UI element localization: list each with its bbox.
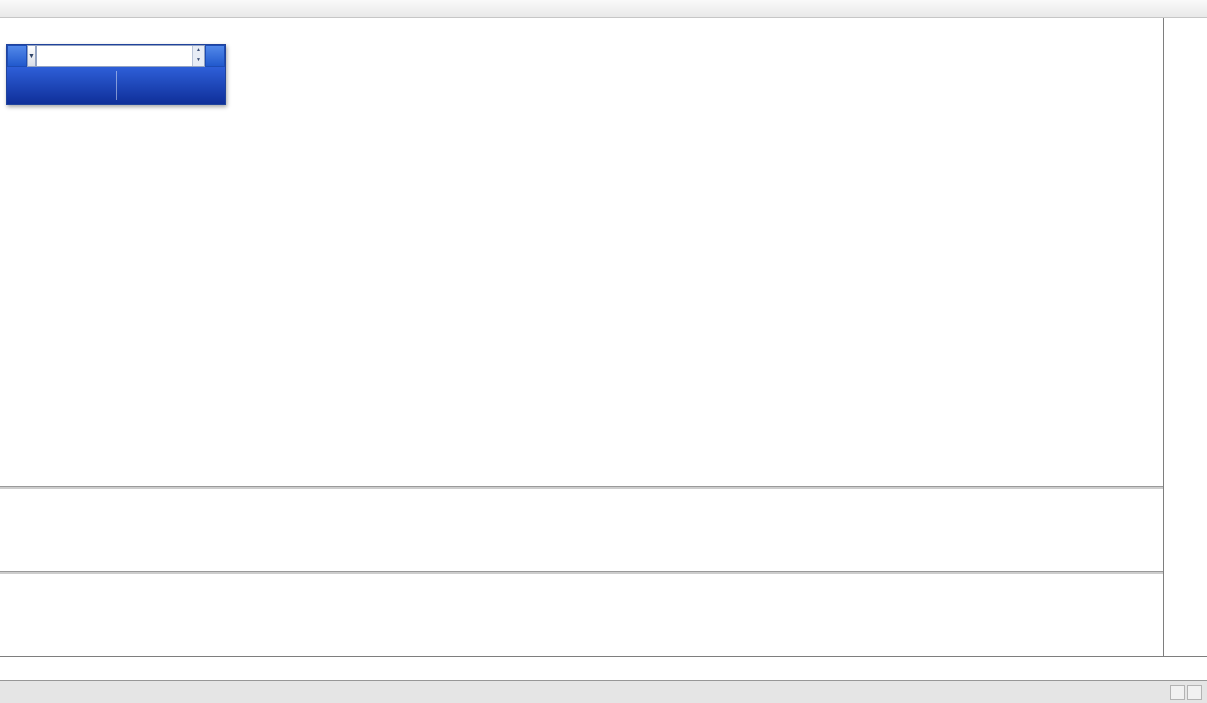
symbol-header: [7, 23, 10, 35]
chart-area: ▼ ▲ ▼: [0, 18, 1207, 680]
price-divider: [115, 71, 117, 100]
lot-dropdown[interactable]: ▼: [27, 45, 36, 67]
tabs-scroll-left-button[interactable]: [1170, 684, 1185, 700]
sell-button[interactable]: [7, 45, 28, 67]
trade-controls-row: ▼ ▲ ▼: [7, 45, 225, 67]
price-axis: [1163, 18, 1207, 656]
chart-canvas[interactable]: [0, 18, 1163, 656]
one-click-trade-panel: ▼ ▲ ▼: [6, 44, 226, 105]
tab-nav: [1170, 681, 1207, 703]
trade-prices-row: [7, 67, 225, 104]
chevron-down-icon: ▼: [28, 52, 35, 60]
sell-price[interactable]: [7, 67, 116, 104]
volume-box: ▲ ▼: [35, 45, 205, 67]
volume-spinner: ▲ ▼: [191, 46, 204, 66]
tabs-scroll-right-button[interactable]: [1187, 684, 1202, 700]
buy-button[interactable]: [204, 45, 225, 67]
volume-input[interactable]: [36, 46, 192, 66]
volume-up-button[interactable]: ▲: [191, 46, 204, 56]
volume-down-button[interactable]: ▼: [191, 56, 204, 66]
chart-tabbar: [0, 680, 1207, 703]
pane-divider[interactable]: [0, 571, 1207, 574]
buy-price[interactable]: [117, 67, 226, 104]
pane-divider[interactable]: [0, 486, 1207, 489]
timeframe-toolbar: [0, 0, 1207, 18]
time-axis: [0, 656, 1207, 680]
